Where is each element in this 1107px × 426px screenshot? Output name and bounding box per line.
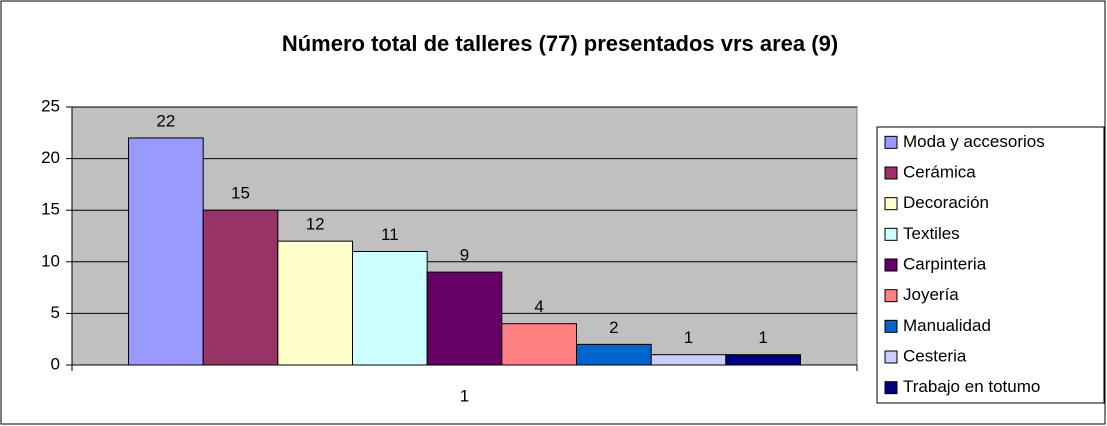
- legend-swatch: [884, 227, 898, 241]
- legend-swatch: [884, 289, 898, 303]
- y-tick-label: 10: [41, 251, 60, 270]
- y-tick-label: 25: [41, 96, 60, 115]
- y-tick-label: 5: [51, 303, 60, 322]
- legend-label: Manualidad: [903, 316, 991, 335]
- bar: [352, 250, 428, 366]
- legend-swatch: [884, 135, 898, 149]
- legend-label: Joyería: [903, 285, 959, 304]
- data-label: 12: [306, 215, 325, 234]
- data-label: 22: [156, 111, 175, 130]
- data-label: 9: [460, 246, 469, 265]
- bar: [426, 271, 503, 366]
- legend-swatch: [884, 197, 898, 211]
- legend-swatch: [884, 319, 898, 333]
- bar: [501, 323, 577, 366]
- data-label: 1: [684, 328, 693, 347]
- legend-swatch: [884, 350, 898, 364]
- y-tick-label: 15: [41, 200, 60, 219]
- data-label: 1: [758, 328, 767, 347]
- legend-label: Carpinteria: [903, 254, 987, 273]
- y-tick-label: 0: [51, 354, 60, 373]
- legend-label: Textiles: [903, 224, 960, 243]
- y-tick-label: 20: [41, 148, 60, 167]
- data-label: 4: [534, 297, 543, 316]
- legend-swatch: [884, 381, 898, 395]
- data-label: 11: [381, 225, 399, 244]
- legend-box: [876, 126, 1105, 404]
- x-tick-label: 1: [460, 386, 469, 405]
- bar: [650, 354, 727, 366]
- data-label: 15: [231, 184, 250, 203]
- legend-swatch: [884, 166, 898, 180]
- bar: [725, 354, 801, 366]
- bar: [575, 343, 652, 366]
- legend-label: Cerámica: [903, 162, 976, 181]
- data-label: 2: [609, 318, 618, 337]
- legend-swatch: [884, 258, 898, 272]
- legend-label: Cesteria: [903, 346, 967, 365]
- legend-label: Decoración: [903, 193, 989, 212]
- legend-label: Moda y accesorios: [903, 132, 1045, 151]
- bar: [277, 240, 354, 366]
- legend-label: Trabajo en totumo: [903, 377, 1040, 396]
- chart-title: Número total de talleres (77) presentado…: [282, 31, 838, 56]
- bar: [128, 137, 204, 366]
- bar: [202, 209, 279, 366]
